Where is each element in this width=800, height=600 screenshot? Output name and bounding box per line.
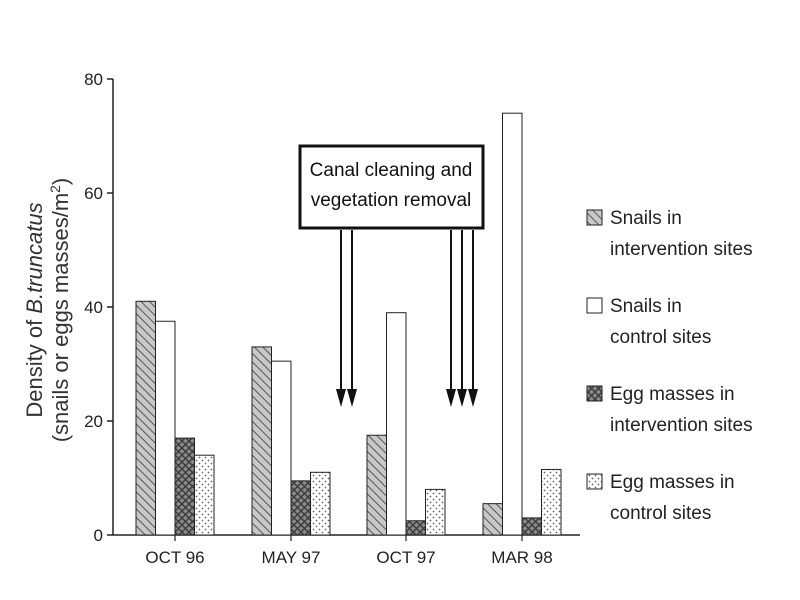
bar (502, 112, 523, 536)
bar (271, 360, 292, 536)
annotation-box (298, 144, 485, 230)
annotation: Canal cleaning and vegetation removal (298, 144, 485, 230)
x-tick-label: OCT 96 (145, 548, 204, 567)
legend-label-line2: intervention sites (610, 239, 753, 260)
legend-swatch (586, 209, 603, 226)
category-labels: OCT 96 MAY 97 OCT 97 MAR 98 (145, 535, 553, 567)
bar (174, 437, 195, 536)
bar (386, 312, 407, 536)
annotation-line2: vegetation removal (311, 190, 472, 211)
legend-label-line1: Snails in (610, 296, 682, 317)
bar (155, 320, 176, 536)
y-axis-title-line2: (snails or eggs masses/m2) (47, 178, 73, 443)
legend-label-line1: Egg masses in (610, 384, 735, 405)
y-tick-label: 40 (84, 298, 103, 317)
legend-swatch (586, 297, 603, 314)
x-tick-label: MAR 98 (491, 548, 552, 567)
legend-label-line2: control sites (610, 503, 711, 524)
legend-label-line1: Snails in (610, 208, 682, 229)
arrow-head (446, 389, 456, 407)
legend-swatch (586, 385, 603, 402)
legend-label-line1: Egg masses in (610, 472, 735, 493)
bar (366, 434, 387, 536)
y-axis-title-line1: Density of B.truncatus (22, 202, 47, 417)
legend-label-line2: control sites (610, 327, 711, 348)
y-tick-label: 0 (94, 526, 103, 545)
bar (541, 468, 562, 536)
bar (310, 471, 331, 536)
y-tick-label: 80 (84, 70, 103, 89)
bar (290, 480, 311, 536)
bar (194, 454, 215, 536)
annotation-line1: Canal cleaning and (310, 160, 473, 181)
legend-swatch (586, 473, 603, 490)
y-tick-label: 20 (84, 412, 103, 431)
arrow-head (457, 389, 467, 407)
arrow-head (468, 389, 478, 407)
legend: Snails in intervention sites Snails in cont… (586, 208, 753, 524)
bar (251, 346, 272, 536)
arrow-head (336, 389, 346, 407)
legend-label-line2: intervention sites (610, 415, 753, 436)
annotation-arrows (336, 230, 478, 407)
y-ticks: 0 20 40 60 80 (84, 70, 113, 545)
y-tick-label: 60 (84, 184, 103, 203)
bar (521, 517, 542, 536)
bar (425, 488, 446, 536)
bar (482, 503, 503, 536)
bar (135, 300, 156, 536)
arrow-head (347, 389, 357, 407)
bar (405, 520, 426, 536)
x-tick-label: OCT 97 (376, 548, 435, 567)
x-tick-label: MAY 97 (262, 548, 321, 567)
bars (135, 112, 562, 536)
